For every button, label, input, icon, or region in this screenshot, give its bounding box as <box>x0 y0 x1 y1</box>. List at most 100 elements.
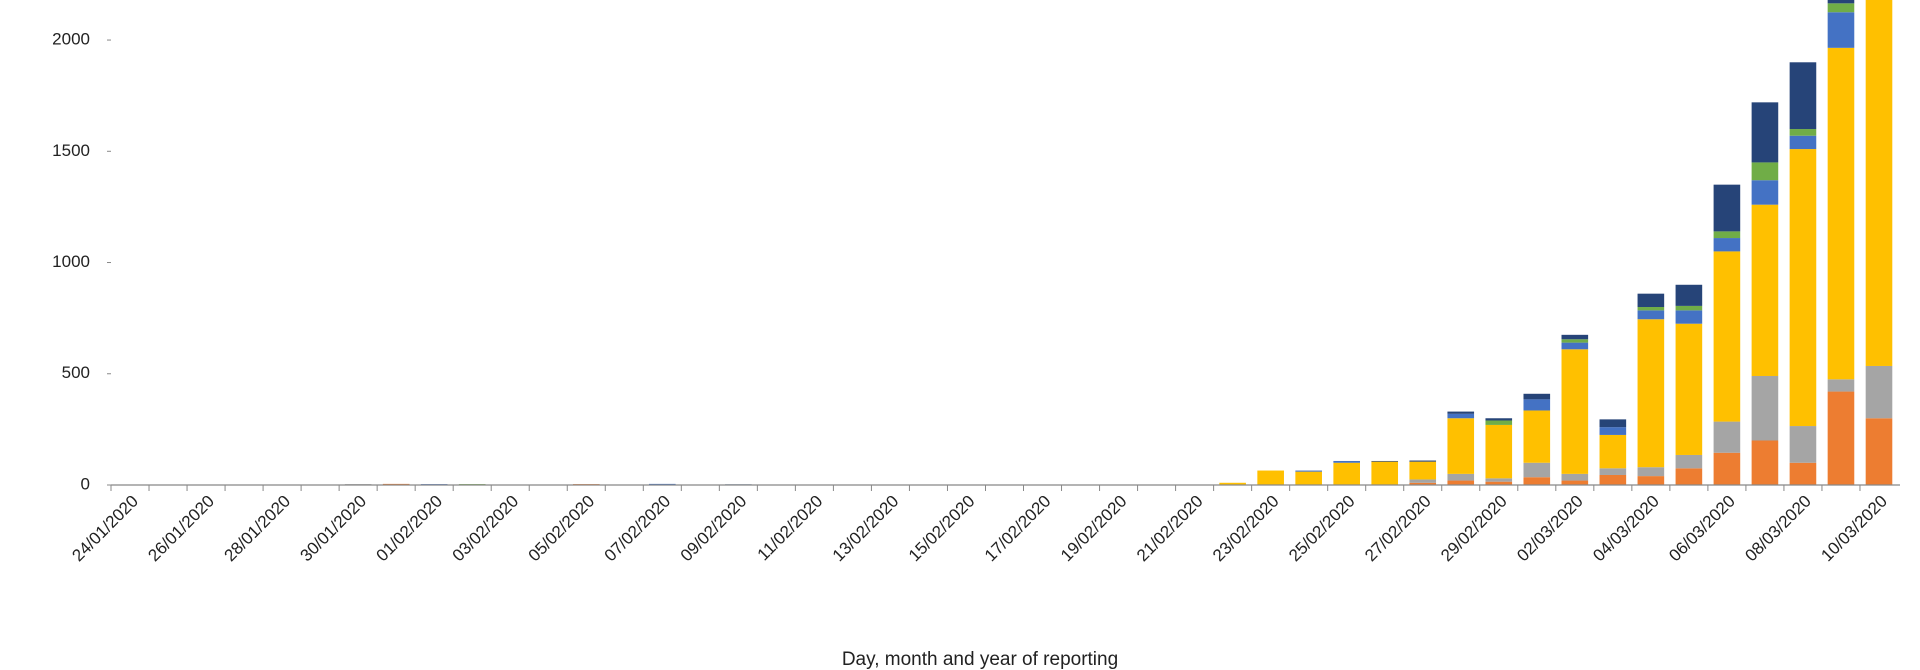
bar-segment <box>1713 452 1741 485</box>
bar-segment <box>1561 473 1589 481</box>
x-tick-label: 05/02/2020 <box>525 492 599 566</box>
bar-segment <box>1599 419 1627 428</box>
bar-segment <box>1827 391 1855 485</box>
bar-segment <box>1675 454 1703 469</box>
bar-segment <box>1447 418 1475 474</box>
bar-segment <box>1675 468 1703 485</box>
bar-segment <box>1409 460 1437 462</box>
bar-segment <box>1485 481 1513 485</box>
plot-area <box>344 0 1893 485</box>
bar-segment <box>1637 319 1665 468</box>
bar-segment <box>1713 238 1741 252</box>
x-tick-label: 25/02/2020 <box>1285 492 1359 566</box>
bar-segment <box>1865 418 1893 485</box>
x-tick-label: 30/01/2020 <box>297 492 371 566</box>
bar-segment <box>1751 180 1779 205</box>
bar-segment <box>1371 461 1399 485</box>
bar-segment <box>1219 482 1246 485</box>
bar-segment <box>1257 470 1284 485</box>
bar-segment <box>1599 427 1627 435</box>
bar-segment <box>1485 478 1513 482</box>
bar-segment <box>1485 420 1513 425</box>
bar-segment <box>1637 293 1665 308</box>
bar-segment <box>1751 162 1779 181</box>
x-tick-label: 04/03/2020 <box>1589 492 1663 566</box>
bar-segment <box>1561 334 1589 340</box>
bar-segment <box>1447 473 1475 481</box>
x-tick-label: 28/01/2020 <box>220 492 294 566</box>
bar-segment <box>1713 231 1741 239</box>
bar-segment <box>1295 471 1322 485</box>
bar-segment <box>1675 284 1703 306</box>
bar-segment <box>1447 413 1475 419</box>
bar-segment <box>1789 129 1817 136</box>
x-tick-label: 11/02/2020 <box>754 492 827 565</box>
x-tick-label: 29/02/2020 <box>1437 492 1511 566</box>
bar-segment <box>1295 470 1322 472</box>
x-tick-label: 09/02/2020 <box>677 492 751 566</box>
x-tick-label: 17/02/2020 <box>981 492 1055 566</box>
bar-segment <box>1599 434 1627 469</box>
bar-segment <box>1485 418 1513 421</box>
bar-segment <box>1561 480 1589 485</box>
bar-segment <box>1751 440 1779 485</box>
bar-segment <box>1827 0 1855 4</box>
bar-segment <box>1447 480 1475 485</box>
bar-segment <box>1333 460 1360 463</box>
bar-segment <box>1409 482 1437 485</box>
x-tick-label: 06/03/2020 <box>1665 492 1739 566</box>
bar-segment <box>1523 410 1551 463</box>
bar-segment <box>1523 477 1551 485</box>
bar-segment <box>1827 47 1855 380</box>
bar-segment <box>1485 424 1513 479</box>
bar-segment <box>1333 462 1360 485</box>
bar-segment <box>1751 204 1779 376</box>
bar-segment <box>1827 3 1855 13</box>
bar-segment <box>1827 12 1855 48</box>
bar-segment <box>1751 102 1779 163</box>
x-tick-label: 08/03/2020 <box>1741 492 1815 566</box>
bar-segment <box>1523 399 1551 411</box>
bar-segment <box>1523 462 1551 478</box>
bar-segment <box>1371 460 1399 462</box>
x-axis-title: Day, month and year of reporting <box>842 649 1118 670</box>
bar-segment <box>1675 323 1703 455</box>
x-tick-label: 07/02/2020 <box>601 492 675 566</box>
x-tick-label: 01/02/2020 <box>373 492 447 566</box>
y-tick-label: 1000 <box>52 252 90 271</box>
bar-segment <box>1561 342 1589 350</box>
y-tick-label: 1500 <box>52 141 90 160</box>
x-tick-label: 23/02/2020 <box>1209 492 1283 566</box>
bar-segment <box>1523 393 1551 400</box>
bar-segment <box>1827 379 1855 392</box>
bar-segment <box>1409 461 1437 480</box>
x-tick-label: 27/02/2020 <box>1361 492 1435 566</box>
bar-segment <box>1637 476 1665 485</box>
bar-segment <box>1713 251 1741 422</box>
x-tick-label: 19/02/2020 <box>1057 492 1131 566</box>
bar-segment <box>1599 468 1627 475</box>
bar-segment <box>1789 149 1817 427</box>
bar-segment <box>1789 62 1817 130</box>
y-tick-label: 0 <box>81 474 90 493</box>
bar-segment <box>1637 467 1665 477</box>
bar-segment <box>1713 421 1741 453</box>
bar-segment <box>1599 474 1627 485</box>
bar-segment <box>1675 305 1703 311</box>
bar-segment <box>1447 411 1475 414</box>
bar-segment <box>1751 375 1779 441</box>
x-tick-label: 10/03/2020 <box>1817 492 1891 566</box>
y-tick-label: 500 <box>62 363 90 382</box>
x-tick-label: 26/01/2020 <box>144 492 218 566</box>
y-tick-label: 2000 <box>52 30 90 49</box>
x-tick-label: 24/01/2020 <box>68 492 142 566</box>
bar-segment <box>1675 310 1703 324</box>
bar-segment <box>1865 365 1893 419</box>
bar-segment <box>1713 184 1741 232</box>
bar-segment <box>1561 339 1589 343</box>
x-tick-label: 15/02/2020 <box>905 492 979 566</box>
x-tick-label: 03/02/2020 <box>449 492 523 566</box>
x-tick-label: 02/03/2020 <box>1513 492 1587 566</box>
bar-segment <box>1637 310 1665 320</box>
